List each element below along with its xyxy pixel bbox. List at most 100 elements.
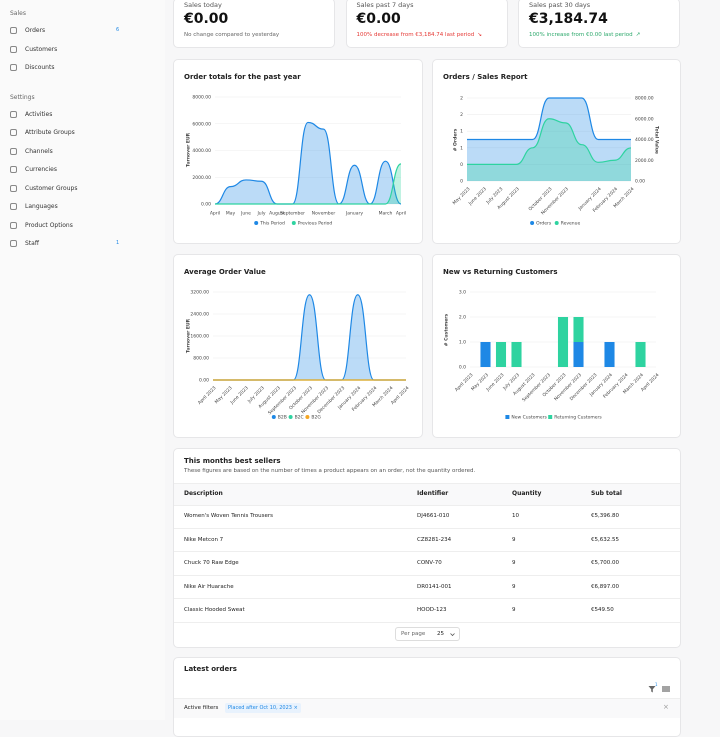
nav-label: Channels <box>25 147 53 155</box>
table-cell: €5,632.55 <box>591 536 619 543</box>
table-row <box>174 576 680 600</box>
nav-item[interactable]: Customer Groups <box>6 182 126 196</box>
section-title: Settings <box>10 93 35 101</box>
column-header: Description <box>184 490 223 497</box>
table-header <box>174 483 680 506</box>
clear-filters[interactable]: × <box>663 703 669 711</box>
nav-item[interactable]: Discounts <box>6 61 126 75</box>
stat-value: €0.00 <box>356 11 401 27</box>
nav-icon <box>10 203 17 210</box>
filter-bar: Active filters Placed after Oct 10, 2023… <box>174 698 680 718</box>
trend-icon: ↘ <box>477 32 482 38</box>
latest-orders-title: Latest orders <box>184 665 237 673</box>
nav-item[interactable]: Channels <box>6 145 126 159</box>
nav-icon <box>10 221 17 229</box>
table-cell: €549.50 <box>591 607 614 614</box>
nav-item[interactable]: Staff 1 <box>6 237 126 251</box>
nav-item[interactable]: Attribute Groups <box>6 126 126 140</box>
best-sellers-card: This months best sellers These figures a… <box>173 448 681 648</box>
per-page-label: Per page <box>401 631 426 637</box>
chart-title: Order totals for the past year <box>184 73 301 81</box>
table-cell: HOOD-123 <box>417 607 447 614</box>
trend-icon: ↗ <box>635 32 641 38</box>
chart-card: Order totals for the past year <box>173 59 423 244</box>
table-cell: Chuck 70 Raw Edge <box>184 560 239 567</box>
stat-note: No change compared to yesterday <box>184 32 280 38</box>
table-subtitle: These figures are based on the number of… <box>184 468 476 474</box>
table-cell: CONV-70 <box>417 560 442 567</box>
table-cell: Classic Hooded Sweat <box>184 607 245 614</box>
nav-item[interactable]: Languages <box>6 200 126 214</box>
table-cell: 9 <box>512 583 516 590</box>
page: Sales Orders 6 Customers Discounts Settings Ac… <box>0 0 681 737</box>
table-cell: CZ8281-234 <box>417 536 452 543</box>
nav-label: Product Options <box>25 221 73 229</box>
nav-item[interactable]: Currencies <box>6 163 126 177</box>
stat-card: Sales past 30 days €3,184.74 100% increase… <box>518 0 680 48</box>
nav-item[interactable]: Customers <box>6 43 126 57</box>
sidebar: Sales Orders 6 Customers Discounts Settings Ac… <box>0 0 165 720</box>
nav-icon <box>10 64 17 71</box>
table-cell: 10 <box>512 513 519 519</box>
filter-count: 1 <box>655 682 658 687</box>
stat-card: Sales today €0.00 No change compared to ye… <box>173 0 335 48</box>
table-cell: DR0141-001 <box>417 583 452 590</box>
filter-chip-text: Placed after Oct 10, 2023 <box>228 705 292 711</box>
nav-icon <box>10 110 17 118</box>
nav-icon <box>10 240 17 247</box>
nav-item[interactable]: Activities <box>6 108 126 122</box>
nav-icon <box>10 45 17 53</box>
nav-icon <box>10 166 17 173</box>
nav-icon <box>10 129 17 136</box>
nav-badge: 1 <box>116 240 120 246</box>
chevron <box>450 633 455 637</box>
nav-label: Currencies <box>25 166 57 173</box>
per-page-select[interactable]: Per page 25 <box>395 627 460 641</box>
chart-card: New vs Returning Customers <box>432 254 681 438</box>
nav-label: Languages <box>25 203 58 210</box>
table-cell: 9 <box>512 560 516 567</box>
nav-icon <box>10 27 17 34</box>
chart-title: Orders / Sales Report <box>443 73 528 81</box>
stat-label: Sales today <box>184 1 222 9</box>
column-header: Sub total <box>591 490 622 497</box>
stat-card: Sales past 7 days €0.00 100% decrease from… <box>345 0 508 48</box>
nav-badge: 6 <box>116 27 120 33</box>
table-cell: Nike Air Huarache <box>184 583 234 590</box>
table-cell: DJ4661-010 <box>417 513 450 519</box>
table-row <box>174 505 680 529</box>
stat-note: 100% increase from €0.00 last period ↗ <box>529 32 641 38</box>
stat-value: €3,184.74 <box>529 11 608 27</box>
nav-icon <box>10 184 17 192</box>
latest-orders-card: Latest orders 1 Active filters Placed af… <box>173 657 681 737</box>
filter-icon[interactable] <box>648 685 656 693</box>
nav-label: Customer Groups <box>25 184 78 192</box>
nav-label: Discounts <box>25 64 55 71</box>
stat-label: Sales past 30 days <box>529 1 591 9</box>
nav-label: Staff <box>25 240 39 247</box>
per-page-value: 25 <box>437 631 444 637</box>
nav-label: Orders <box>25 27 46 34</box>
table-cell: Nike Metcon 7 <box>184 536 224 543</box>
chart-card: Average Order Value <box>173 254 423 438</box>
table-row <box>174 552 680 576</box>
columns-icon[interactable] <box>662 685 670 693</box>
table-cell: Women's Woven Tennis Trousers <box>184 513 274 519</box>
chart-title: New vs Returning Customers <box>443 268 558 276</box>
table-cell: €5,700.00 <box>591 560 619 567</box>
nav-item[interactable]: Product Options <box>6 219 126 233</box>
nav-icon <box>10 147 17 155</box>
nav-label: Customers <box>25 45 58 53</box>
table-row <box>174 599 680 623</box>
filter-chip[interactable]: Placed after Oct 10, 2023 × <box>225 703 301 713</box>
column-header: Identifier <box>417 490 449 497</box>
filters-label: Active filters <box>184 705 219 711</box>
table-cell: €5,396.80 <box>591 513 619 519</box>
stat-note: 100% decrease from €3,184.74 last period… <box>356 32 482 38</box>
table-cell: €6,897.00 <box>591 583 619 590</box>
table-title: This months best sellers <box>184 457 281 465</box>
nav-label: Attribute Groups <box>25 129 75 136</box>
column-header: Quantity <box>512 490 542 497</box>
nav-item[interactable]: Orders 6 <box>6 24 126 38</box>
table-cell: 9 <box>512 607 516 614</box>
